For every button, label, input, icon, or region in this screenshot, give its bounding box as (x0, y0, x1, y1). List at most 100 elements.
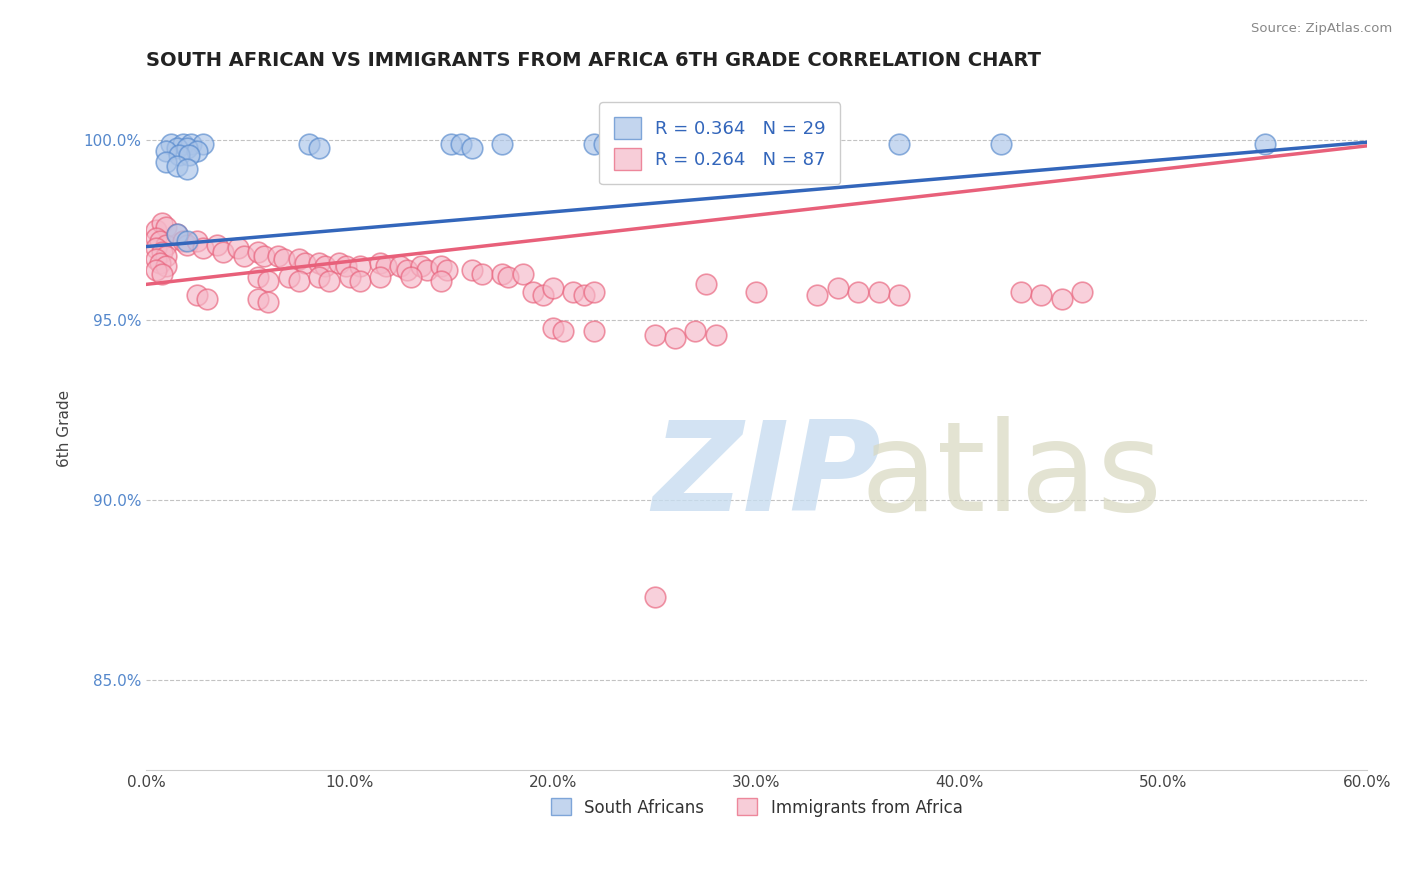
Point (166, 227, 188, 241)
Point (436, 263, 458, 277)
Point (166, 227, 188, 241)
Point (827, 281, 849, 295)
Point (155, 260, 177, 274)
Point (186, 288, 208, 302)
Point (186, 145, 208, 159)
Point (155, 219, 177, 234)
Point (704, 327, 727, 342)
Point (522, 285, 544, 299)
Point (155, 155, 177, 169)
Point (349, 274, 371, 288)
Point (267, 249, 290, 263)
Point (328, 256, 350, 270)
Point (887, 137, 910, 152)
Point (817, 137, 839, 152)
Point (1031, 288, 1053, 302)
Point (1071, 285, 1094, 299)
Point (232, 249, 254, 263)
Point (541, 281, 564, 295)
Point (177, 148, 200, 162)
Point (399, 270, 422, 285)
Point (257, 295, 280, 310)
Point (416, 263, 439, 277)
Point (253, 249, 276, 263)
Point (582, 324, 605, 338)
Point (375, 260, 398, 274)
Text: Source: ZipAtlas.com: Source: ZipAtlas.com (1251, 22, 1392, 36)
Point (212, 244, 235, 259)
Point (176, 237, 198, 252)
Point (460, 263, 482, 277)
Point (389, 260, 412, 274)
Point (1010, 285, 1032, 299)
Point (592, 137, 614, 152)
Point (349, 260, 371, 274)
Point (257, 274, 280, 288)
Point (644, 327, 666, 342)
Point (180, 137, 202, 152)
Point (491, 267, 513, 281)
Point (191, 241, 214, 255)
Point (155, 237, 177, 252)
Point (149, 256, 172, 270)
Point (562, 285, 585, 299)
Point (990, 137, 1012, 152)
Point (314, 260, 336, 274)
Point (582, 137, 605, 152)
Point (685, 137, 707, 152)
Point (152, 267, 174, 281)
Point (207, 237, 229, 252)
Point (308, 141, 330, 155)
Point (440, 137, 463, 152)
Point (247, 244, 270, 259)
Point (491, 137, 513, 152)
Point (308, 256, 330, 270)
Point (247, 292, 270, 306)
Point (430, 274, 453, 288)
Point (167, 148, 190, 162)
Point (644, 591, 666, 605)
Point (145, 230, 167, 244)
Point (145, 252, 167, 267)
Point (572, 288, 595, 302)
Point (450, 137, 472, 152)
Point (155, 145, 177, 159)
Text: atlas: atlas (860, 416, 1163, 537)
Point (541, 320, 564, 334)
Point (335, 260, 357, 274)
Point (172, 137, 194, 152)
Point (318, 274, 340, 288)
Point (695, 277, 717, 292)
Point (226, 241, 249, 255)
Point (145, 241, 167, 255)
Point (368, 256, 391, 270)
Point (471, 267, 494, 281)
Point (685, 324, 707, 338)
Point (176, 234, 198, 248)
Point (145, 263, 167, 277)
Point (1050, 292, 1073, 306)
Point (553, 324, 575, 338)
Point (273, 252, 295, 267)
Point (308, 270, 330, 285)
Point (531, 288, 554, 302)
Point (806, 137, 828, 152)
Point (186, 234, 208, 248)
Point (430, 260, 453, 274)
Text: SOUTH AFRICAN VS IMMIGRANTS FROM AFRICA 6TH GRADE CORRELATION CHART: SOUTH AFRICAN VS IMMIGRANTS FROM AFRICA … (146, 51, 1042, 70)
Point (368, 270, 391, 285)
Text: ZIP: ZIP (652, 416, 882, 537)
Point (339, 270, 361, 285)
Point (496, 270, 519, 285)
Point (806, 288, 828, 302)
Point (887, 288, 910, 302)
Point (868, 285, 890, 299)
Point (745, 285, 768, 299)
Point (149, 234, 172, 248)
Point (298, 137, 321, 152)
Point (152, 216, 174, 230)
Point (247, 270, 270, 285)
Point (294, 256, 316, 270)
Point (191, 137, 214, 152)
Point (409, 260, 432, 274)
